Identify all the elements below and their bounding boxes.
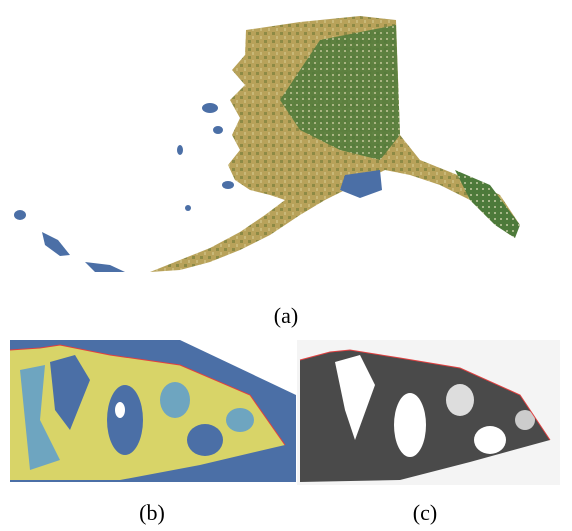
panel-c-image	[297, 340, 560, 485]
figure: (a) (b) (c)	[0, 0, 572, 531]
map-alaska	[14, 16, 520, 272]
panel-b-image	[10, 340, 296, 482]
panel-label: (b)	[139, 500, 165, 525]
panhandle	[455, 170, 520, 238]
islands	[14, 103, 234, 272]
panel-label: (a)	[274, 303, 298, 328]
panel-label: (c)	[413, 500, 437, 525]
